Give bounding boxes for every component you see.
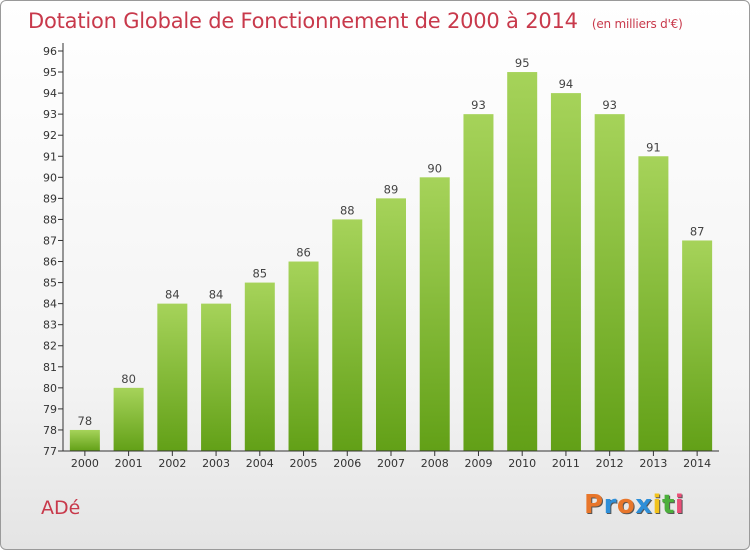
y-tick-label: 88 — [43, 213, 57, 226]
bar-value-label: 78 — [78, 414, 93, 428]
bar — [288, 261, 319, 451]
bar-value-label: 93 — [471, 98, 486, 112]
y-tick-label: 82 — [43, 340, 57, 353]
logo-letter: i — [652, 490, 662, 520]
chart-title: Dotation Globale de Fonctionnement de 20… — [28, 9, 683, 33]
bar — [69, 429, 100, 451]
bar-value-label: 80 — [121, 372, 136, 386]
y-tick-label: 78 — [43, 424, 57, 437]
y-tick-label: 79 — [43, 403, 57, 416]
x-tick-label: 2001 — [115, 457, 143, 470]
y-tick-label: 87 — [43, 234, 57, 247]
y-tick-label: 90 — [43, 171, 57, 184]
x-tick-label: 2010 — [508, 457, 536, 470]
x-tick-label: 2011 — [552, 457, 580, 470]
bar-value-label: 94 — [559, 77, 574, 91]
bar — [550, 93, 581, 452]
bar-value-label: 88 — [340, 203, 355, 217]
x-tick-label: 2000 — [71, 457, 99, 470]
chart-unit: (en milliers d'€) — [591, 17, 683, 31]
x-tick-label: 2005 — [290, 457, 318, 470]
bar — [419, 177, 450, 451]
y-tick-label: 94 — [43, 87, 57, 100]
bar — [201, 303, 232, 451]
x-tick-label: 2002 — [158, 457, 186, 470]
x-tick-label: 2013 — [639, 457, 667, 470]
x-tick-label: 2007 — [377, 457, 405, 470]
bar — [682, 240, 713, 451]
chart-title-text: Dotation Globale de Fonctionnement de 20… — [28, 9, 578, 33]
y-tick-label: 92 — [43, 129, 57, 142]
proxiti-logo: Proxiti — [584, 490, 684, 520]
bar — [507, 72, 538, 451]
bar-value-label: 85 — [252, 267, 267, 281]
bar — [244, 282, 275, 451]
bar-value-label: 87 — [690, 224, 705, 238]
commune-name: ADé — [41, 497, 81, 519]
x-tick-label: 2014 — [683, 457, 711, 470]
bar-value-label: 95 — [515, 56, 530, 70]
x-tick-label: 2009 — [464, 457, 492, 470]
x-tick-label: 2008 — [421, 457, 449, 470]
y-tick-label: 89 — [43, 192, 57, 205]
bar-value-label: 90 — [427, 161, 442, 175]
bar — [594, 114, 625, 451]
bar-value-label: 91 — [646, 140, 661, 154]
y-tick-label: 84 — [43, 298, 57, 311]
x-tick-label: 2012 — [596, 457, 624, 470]
logo-letter: P — [584, 490, 604, 520]
bar — [157, 303, 188, 451]
y-tick-label: 83 — [43, 319, 57, 332]
bar — [376, 198, 406, 451]
bar-value-label: 86 — [296, 246, 311, 260]
logo-letter: t — [661, 490, 675, 520]
x-tick-label: 2006 — [333, 457, 361, 470]
bar-value-label: 84 — [165, 288, 180, 302]
bar-value-label: 89 — [384, 182, 399, 196]
logo-letter: r — [603, 490, 617, 520]
bar-value-label: 84 — [209, 288, 224, 302]
bar — [113, 387, 144, 451]
y-tick-label: 85 — [43, 277, 57, 290]
bar — [638, 156, 669, 451]
y-tick-label: 77 — [43, 445, 57, 458]
y-tick-label: 86 — [43, 256, 57, 269]
bar-value-label: 93 — [602, 98, 617, 112]
y-tick-label: 81 — [43, 361, 57, 374]
bar — [332, 219, 363, 451]
logo-letter: x — [635, 490, 653, 520]
y-tick-label: 93 — [43, 108, 57, 121]
x-tick-label: 2004 — [246, 457, 274, 470]
logo-letter: i — [674, 490, 685, 520]
y-tick-label: 96 — [43, 45, 57, 58]
y-tick-label: 95 — [43, 66, 57, 79]
y-tick-label: 80 — [43, 382, 57, 395]
y-tick-label: 91 — [43, 150, 57, 163]
logo-letter: o — [616, 490, 636, 520]
x-tick-label: 2003 — [202, 457, 230, 470]
bar — [463, 114, 494, 451]
